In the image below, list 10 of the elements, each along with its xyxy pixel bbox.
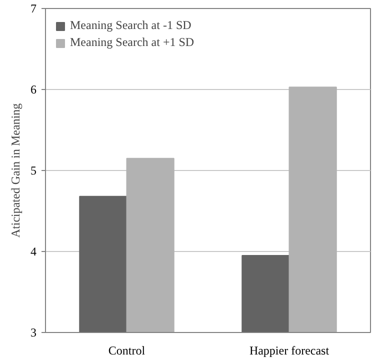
y-tick-label: 5 bbox=[30, 164, 36, 178]
y-tick-label: 3 bbox=[30, 326, 36, 340]
y-tick-label: 7 bbox=[30, 2, 36, 16]
x-tick-label: Control bbox=[108, 344, 146, 358]
x-tick-label: Happier forecast bbox=[249, 344, 330, 358]
y-tick-label: 6 bbox=[30, 82, 36, 96]
y-axis-title: Aticipated Gain in Meaning bbox=[8, 103, 22, 238]
legend-label: Meaning Search at -1 SD bbox=[70, 18, 192, 33]
legend-label: Meaning Search at +1 SD bbox=[70, 35, 194, 50]
y-tick-label: 4 bbox=[30, 244, 36, 258]
